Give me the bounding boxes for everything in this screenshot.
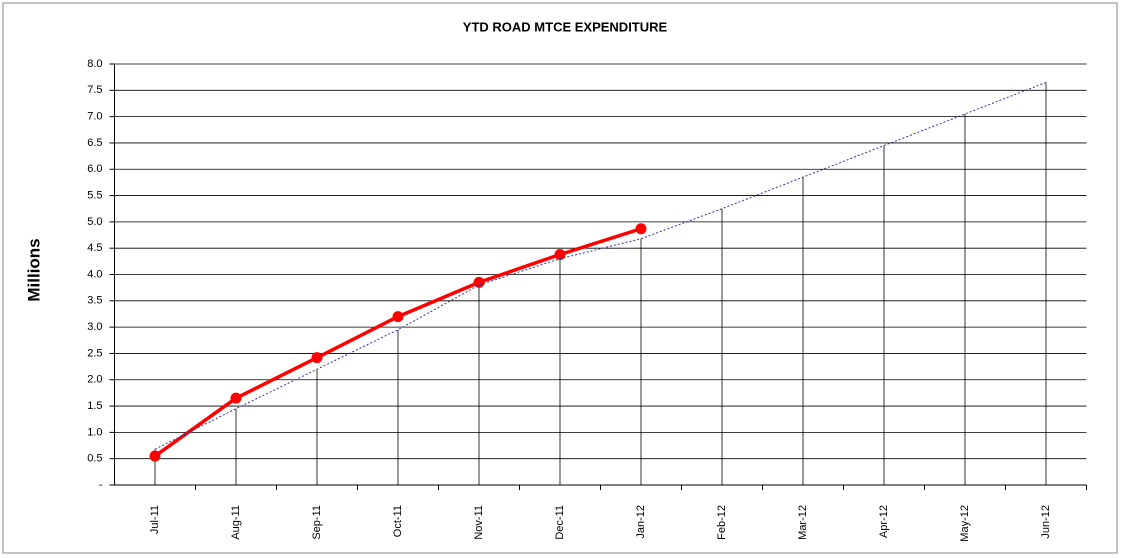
y-tick-label: 4.5 xyxy=(87,242,102,254)
y-tick-label: 1.0 xyxy=(87,426,102,438)
series-line xyxy=(154,81,1047,450)
point xyxy=(311,352,323,364)
y-tick-label: - xyxy=(99,479,103,491)
chart-title: YTD ROAD MTCE EXPENDITURE xyxy=(463,19,668,34)
point xyxy=(230,392,242,404)
x-tick-label: Aug-11 xyxy=(230,505,242,540)
y-tick-label: 7.0 xyxy=(87,111,102,123)
y-tick-label: 6.5 xyxy=(87,137,102,149)
x-tick-label: May-12 xyxy=(959,505,971,542)
y-tick-label: 4.0 xyxy=(87,268,102,280)
x-tick-label: Jul-11 xyxy=(149,505,161,534)
y-tick-label: 8.0 xyxy=(87,58,102,70)
x-tick-label: Sep-11 xyxy=(311,505,323,540)
x-tick-label: Jun-12 xyxy=(1040,505,1052,539)
point xyxy=(473,276,485,288)
point xyxy=(554,249,566,261)
point xyxy=(392,311,404,323)
x-tick-label: Apr-12 xyxy=(878,505,890,538)
x-tick-label: Dec-11 xyxy=(554,505,566,540)
y-axis-title: Millions xyxy=(24,238,43,301)
y-tick-label: 2.0 xyxy=(87,374,102,386)
y-tick-label: 7.5 xyxy=(87,84,102,96)
x-tick-label: Oct-11 xyxy=(392,505,404,537)
y-tick-label: 3.5 xyxy=(87,295,102,307)
y-tick-label: 1.5 xyxy=(87,400,102,412)
y-tick-label: 0.5 xyxy=(87,453,102,465)
y-tick-label: 6.0 xyxy=(87,163,102,175)
y-tick-label: 5.0 xyxy=(87,216,102,228)
point xyxy=(149,450,161,462)
point xyxy=(635,223,647,235)
y-tick-label: 2.5 xyxy=(87,347,102,359)
x-tick-label: Jan-12 xyxy=(635,505,647,539)
x-tick-label: Nov-11 xyxy=(473,505,485,540)
y-tick-label: 5.5 xyxy=(87,189,102,201)
y-tick-label: 3.0 xyxy=(87,321,102,333)
x-tick-label: Mar-12 xyxy=(797,505,809,540)
x-tick-label: Feb-12 xyxy=(716,505,728,540)
